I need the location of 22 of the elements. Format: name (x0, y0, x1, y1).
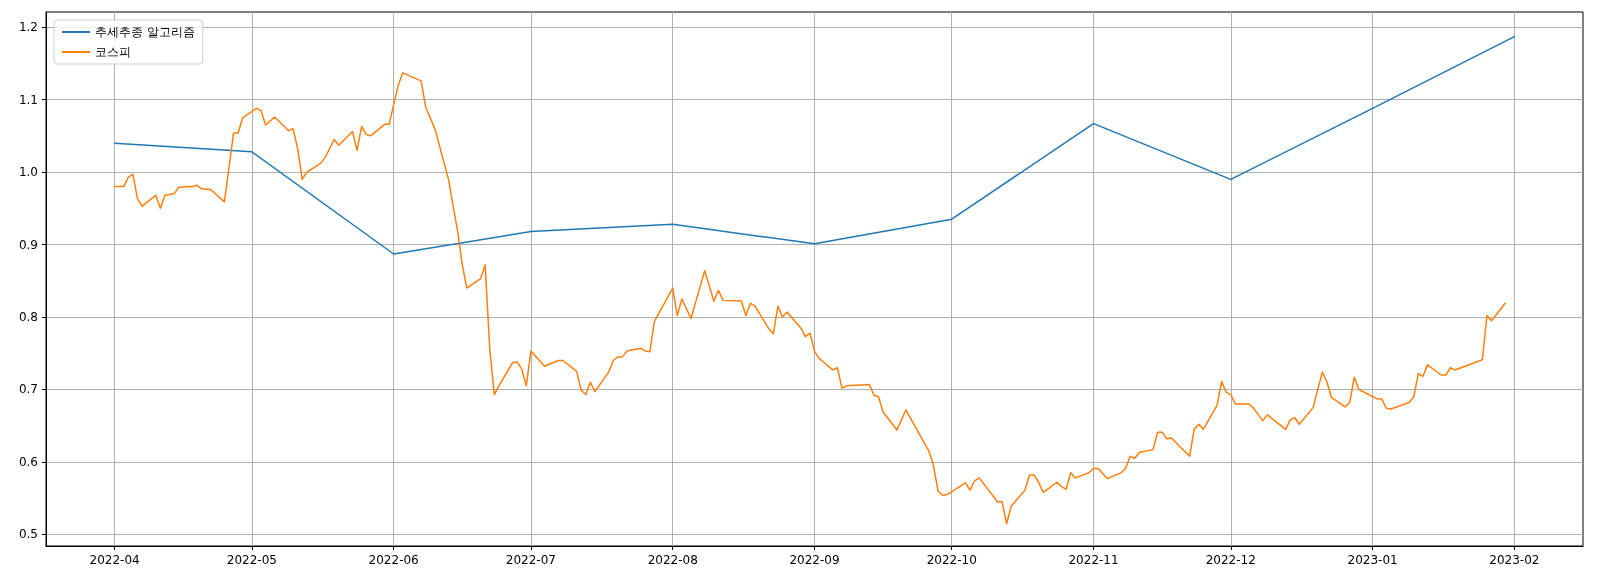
y-tick-label: 0.5 (18, 527, 38, 542)
y-tick-label: 0.6 (18, 454, 38, 469)
x-tick-label: 2022-12 (1205, 553, 1256, 567)
legend-label: 코스피 (95, 45, 131, 59)
x-tick-label: 2022-11 (1068, 553, 1119, 567)
x-tick-label: 2022-08 (647, 553, 698, 567)
y-tick-label: 1.1 (18, 92, 38, 107)
line-series (113, 72, 1506, 525)
x-tick-label: 2022-09 (789, 553, 840, 567)
x-tick-label: 2022-05 (226, 553, 277, 567)
legend-label: 추세추종 알고리즘 (95, 25, 195, 39)
x-tick-label: 2022-10 (926, 553, 977, 567)
y-tick-label: 0.8 (18, 310, 38, 325)
x-tick-label: 2022-04 (89, 553, 140, 567)
y-tick-label: 1.0 (18, 165, 38, 180)
x-tick-label: 2023-01 (1347, 553, 1398, 567)
y-tick-label: 0.9 (18, 237, 38, 252)
x-tick-label: 2022-07 (505, 553, 556, 567)
y-tick-label: 1.2 (18, 20, 38, 35)
x-tick-label: 2023-02 (1489, 553, 1540, 567)
y-tick-label: 0.7 (18, 382, 38, 397)
x-tick-label: 2022-06 (368, 553, 419, 567)
